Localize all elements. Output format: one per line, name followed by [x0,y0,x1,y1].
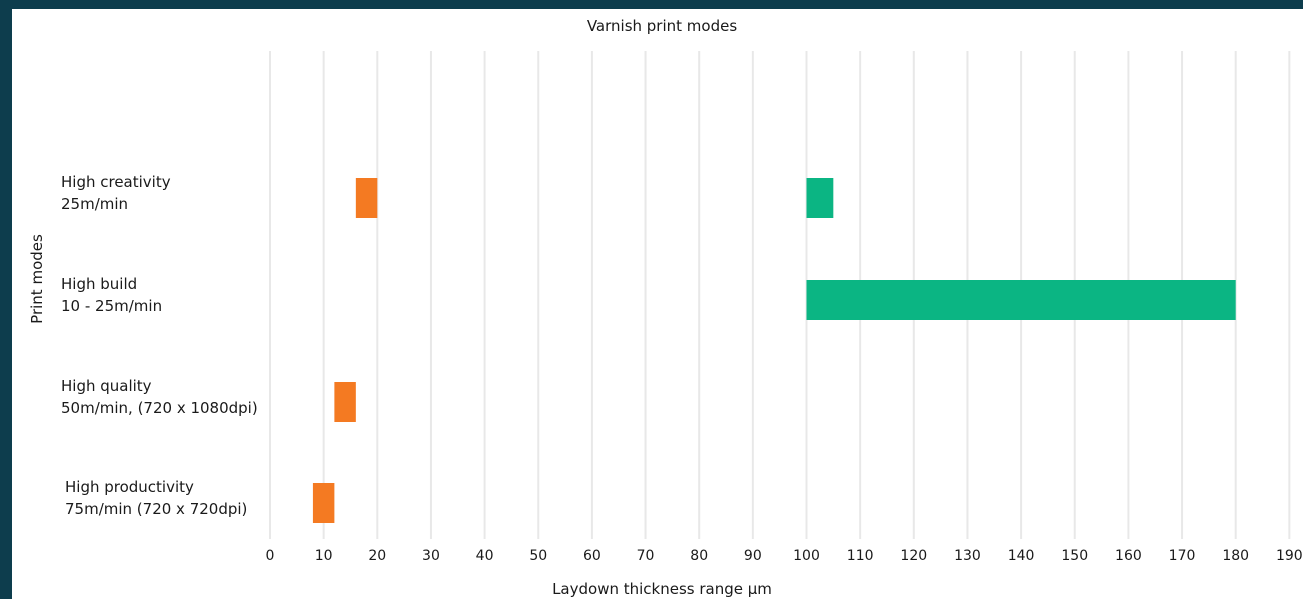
x-tick-label: 120 [900,548,927,564]
x-tick-label: 20 [368,548,386,564]
chart-svg: 0 10 20 30 40 50 60 70 80 90 100 110 120 130 140 150 160… [28,17,1303,598]
chart-panel: 0 10 20 30 40 50 60 70 80 90 100 110 120 130 140 150 160… [12,9,1303,599]
x-tick-label: 180 [1222,548,1249,564]
range-bar [806,280,1236,320]
category-label-line1: High quality [61,377,152,395]
category-label-line2: 25m/min [61,195,128,213]
x-tick-label: 190 [1276,548,1303,564]
x-tick-label: 160 [1115,548,1142,564]
y-axis-label: Print modes [28,234,46,324]
x-tick-label: 110 [847,548,874,564]
category-label-line2: 50m/min, (720 x 1080dpi) [61,399,258,417]
tick-layer: 0 10 20 30 40 50 60 70 80 90 100 110 120 130 140 150 160… [266,548,1303,564]
x-tick-label: 130 [954,548,981,564]
x-tick-label: 0 [266,548,275,564]
x-tick-label: 100 [793,548,820,564]
bar-layer [312,178,1236,523]
category-labels: High creativity 25m/min High build 10 - 25m… [61,173,258,518]
chart-title: Varnish print modes [587,17,738,35]
category-label-line1: High productivity [65,478,194,496]
x-tick-label: 90 [744,548,762,564]
range-bar [312,483,335,523]
x-tick-label: 40 [476,548,494,564]
category-label-line2: 75m/min (720 x 720dpi) [65,500,247,518]
x-tick-label: 140 [1008,548,1035,564]
x-tick-label: 10 [315,548,333,564]
x-tick-label: 70 [637,548,655,564]
x-tick-label: 150 [1061,548,1088,564]
x-tick-label: 60 [583,548,601,564]
category-label-line1: High creativity [61,173,171,191]
x-tick-label: 50 [529,548,547,564]
range-bar [355,178,378,218]
x-axis-label: Laydown thickness range µm [552,580,772,598]
category-label-line2: 10 - 25m/min [61,297,162,315]
x-tick-label: 170 [1169,548,1196,564]
x-tick-label: 30 [422,548,440,564]
range-bar [806,178,834,218]
x-tick-label: 80 [690,548,708,564]
range-bar [334,382,356,422]
category-label-line1: High build [61,275,137,293]
